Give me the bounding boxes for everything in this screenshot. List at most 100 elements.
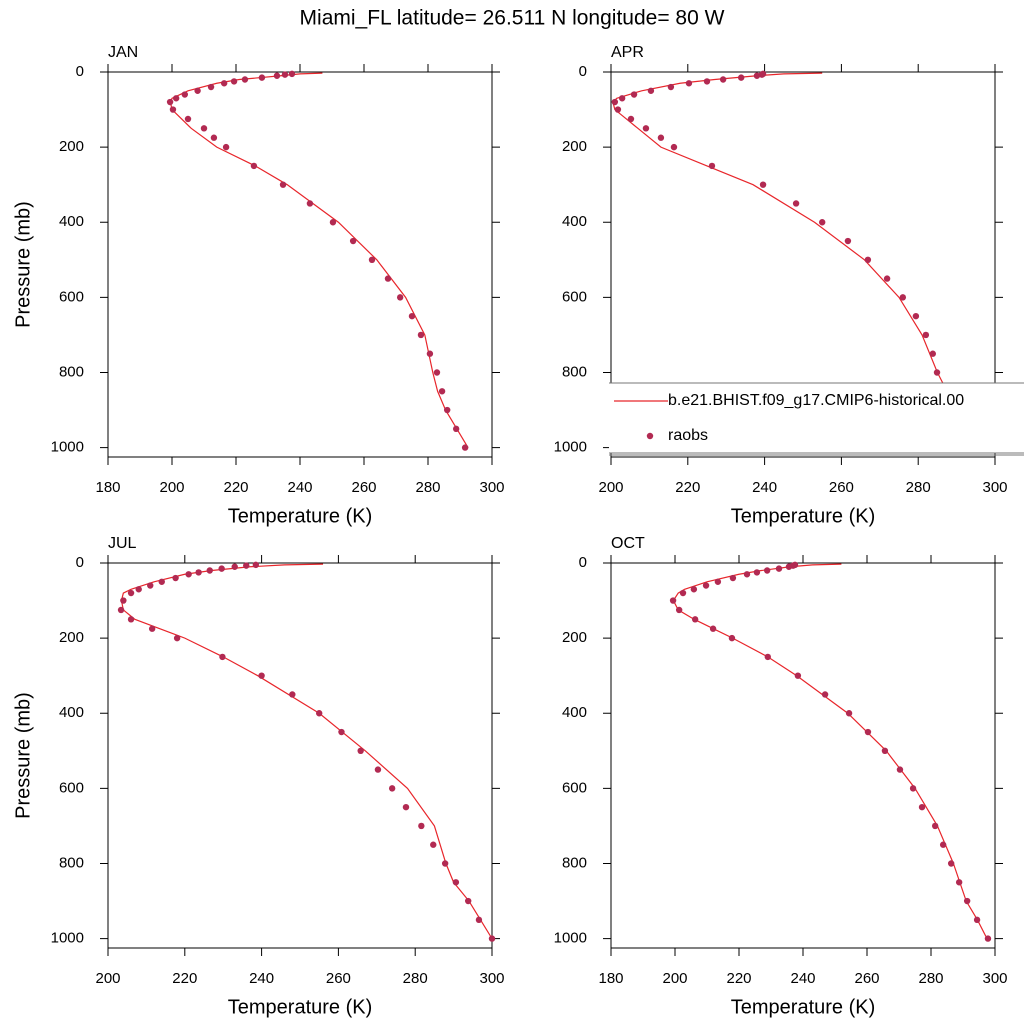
obs-point bbox=[402, 803, 410, 811]
x-tick-label: 200 bbox=[159, 479, 184, 496]
y-tick-label: 600 bbox=[562, 779, 587, 796]
obs-point bbox=[614, 106, 622, 113]
obs-point bbox=[147, 582, 154, 589]
obs-point bbox=[973, 916, 981, 924]
x-tick-label: 260 bbox=[351, 479, 376, 496]
obs-point bbox=[444, 406, 451, 414]
x-tick-label: 240 bbox=[790, 970, 815, 987]
panel: JUL 200 220 240 260 280 300 0 200 400 600 800 1000 Te… bbox=[12, 535, 504, 1018]
obs-point bbox=[127, 589, 135, 597]
plot-frame bbox=[107, 71, 493, 458]
y-tick-label: 800 bbox=[562, 363, 587, 380]
x-axis-label: Temperature (K) bbox=[228, 505, 373, 527]
obs-point bbox=[220, 80, 228, 87]
obs-point bbox=[670, 143, 678, 151]
obs-point bbox=[408, 312, 416, 320]
x-tick-label: 300 bbox=[479, 479, 504, 496]
plot-frame bbox=[107, 562, 493, 949]
obs-point bbox=[433, 369, 441, 376]
y-tick-label: 1000 bbox=[554, 439, 587, 456]
obs-point bbox=[185, 571, 192, 578]
x-tick-label: 260 bbox=[854, 970, 879, 987]
obs-point bbox=[667, 83, 675, 91]
y-tick-label: 600 bbox=[59, 779, 84, 796]
x-tick-label: 240 bbox=[287, 479, 312, 496]
obs-point bbox=[630, 91, 638, 98]
obs-point bbox=[417, 331, 425, 339]
obs-point bbox=[338, 728, 345, 736]
obs-point bbox=[864, 256, 872, 264]
y-tick-label: 0 bbox=[76, 554, 84, 571]
panel: JAN 180 200 220 240 260 280 300 0 200 400 600 800 100… bbox=[12, 44, 504, 527]
plot-frame bbox=[610, 71, 996, 458]
obs-point bbox=[947, 860, 955, 867]
obs-point bbox=[384, 275, 392, 282]
x-axis-label: Temperature (K) bbox=[228, 996, 373, 1018]
model-line bbox=[120, 563, 492, 939]
obs-point bbox=[753, 72, 761, 79]
y-tick-label: 1000 bbox=[554, 930, 587, 947]
x-tick-label: 280 bbox=[403, 970, 428, 987]
obs-point bbox=[281, 71, 289, 78]
x-tick-label: 220 bbox=[726, 970, 751, 987]
obs-point bbox=[896, 766, 904, 773]
y-tick-label: 600 bbox=[59, 288, 84, 305]
x-axis-label: Temperature (K) bbox=[731, 996, 876, 1018]
x-tick-label: 240 bbox=[249, 970, 274, 987]
obs-point bbox=[200, 125, 208, 132]
y-tick-label: 0 bbox=[579, 63, 587, 80]
obs-point bbox=[764, 653, 771, 661]
obs-point bbox=[933, 369, 941, 376]
y-tick-label: 400 bbox=[59, 213, 84, 230]
obs-point bbox=[250, 162, 258, 170]
y-tick-label: 1000 bbox=[51, 439, 84, 456]
panel-title: JAN bbox=[108, 44, 138, 61]
obs-point bbox=[279, 181, 287, 188]
x-tick-label: 260 bbox=[829, 479, 854, 496]
legend-marker bbox=[646, 432, 654, 440]
obs-point bbox=[709, 625, 717, 632]
x-tick-label: 300 bbox=[479, 970, 504, 987]
obs-point bbox=[258, 672, 265, 679]
obs-point bbox=[426, 350, 434, 357]
obs-point bbox=[899, 294, 907, 301]
obs-point bbox=[388, 785, 396, 792]
obs-point bbox=[135, 586, 142, 593]
obs-point bbox=[418, 822, 425, 830]
obs-point bbox=[166, 98, 174, 106]
obs-point bbox=[647, 87, 655, 94]
x-tick-label: 300 bbox=[982, 479, 1007, 496]
obs-point bbox=[158, 578, 165, 585]
obs-point bbox=[241, 76, 249, 83]
x-tick-label: 200 bbox=[95, 970, 120, 987]
obs-point bbox=[461, 444, 469, 451]
obs-point bbox=[243, 562, 250, 569]
obs-point bbox=[611, 98, 619, 106]
obs-point bbox=[703, 78, 711, 85]
y-tick-label: 800 bbox=[59, 854, 84, 871]
obs-point bbox=[675, 606, 683, 614]
obs-point bbox=[181, 91, 188, 98]
obs-point bbox=[374, 766, 382, 773]
obs-point bbox=[963, 897, 971, 905]
obs-point bbox=[452, 425, 460, 433]
panel: APR 200 220 240 260 280 300 0 200 400 600 800 1000 Te… bbox=[554, 44, 1024, 527]
plot-frame bbox=[610, 562, 996, 949]
y-tick-label: 800 bbox=[59, 363, 84, 380]
obs-point bbox=[329, 219, 337, 226]
obs-point bbox=[464, 897, 472, 905]
figure-title: Miami_FL latitude= 26.511 N longitude= 8… bbox=[300, 7, 725, 30]
obs-point bbox=[844, 237, 852, 245]
x-axis-label: Temperature (K) bbox=[731, 505, 876, 527]
obs-point bbox=[685, 80, 693, 87]
obs-point bbox=[931, 822, 939, 830]
obs-point bbox=[939, 841, 947, 848]
obs-point bbox=[984, 935, 992, 942]
legend-bg bbox=[609, 383, 1022, 453]
obs-point bbox=[691, 616, 699, 623]
obs-point bbox=[488, 935, 496, 942]
obs-point bbox=[396, 294, 404, 301]
obs-point bbox=[306, 200, 314, 207]
